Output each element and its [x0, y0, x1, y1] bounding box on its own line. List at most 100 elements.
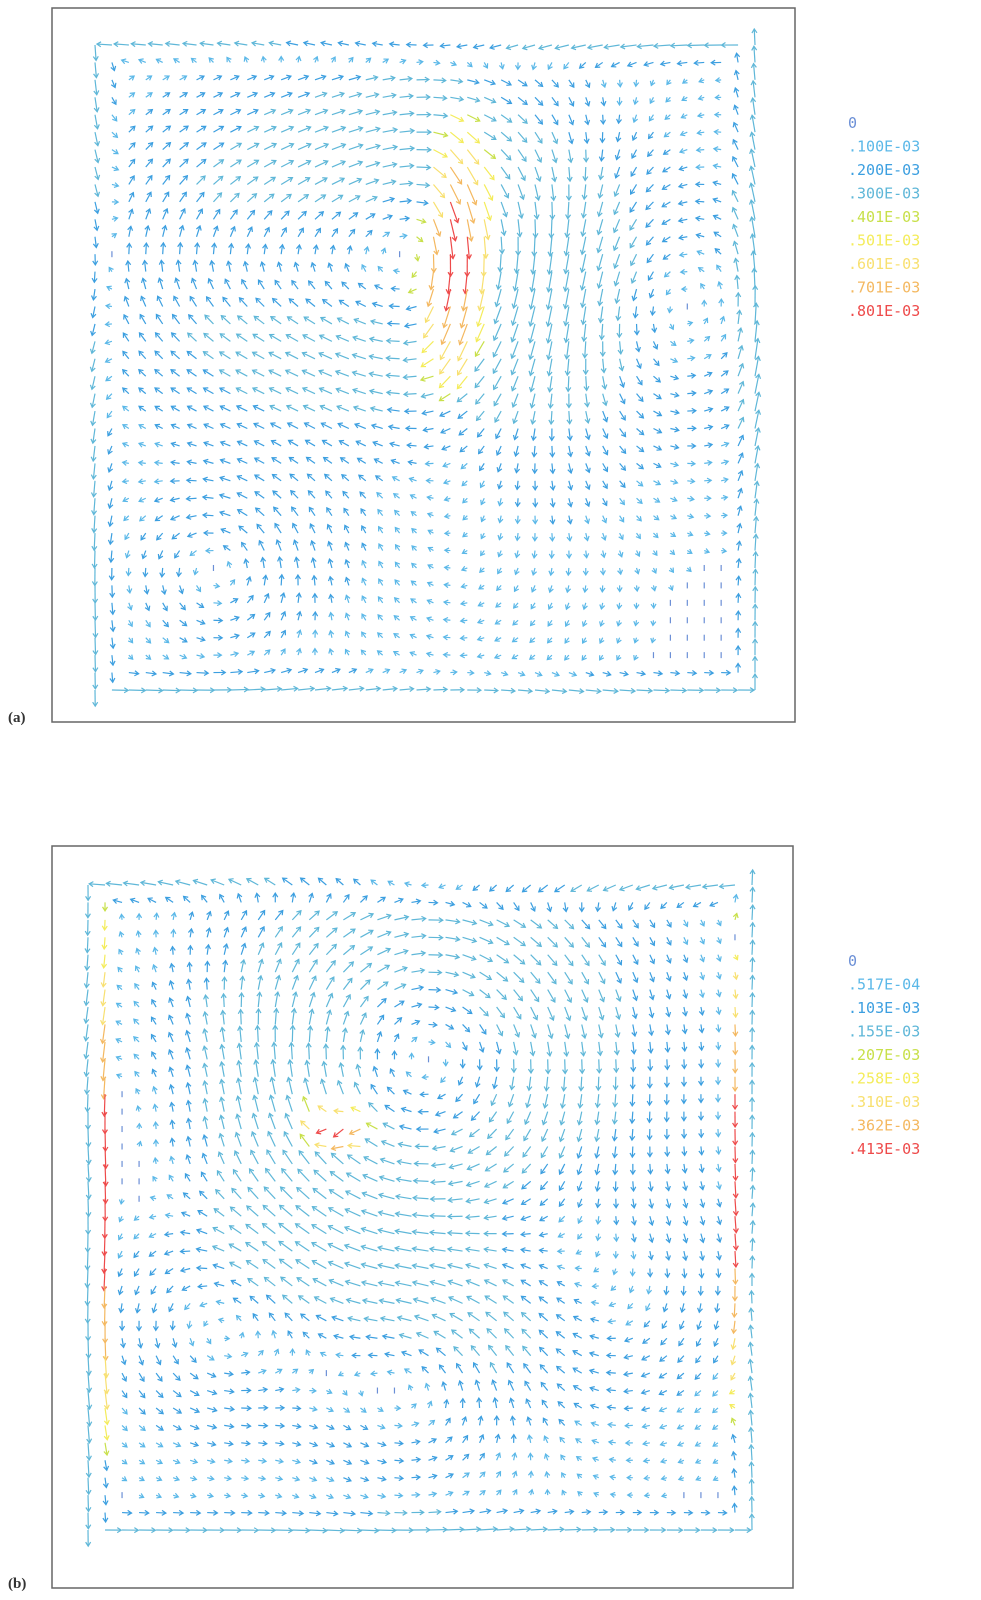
- vector: [360, 980, 369, 990]
- vector: [514, 972, 524, 982]
- vector-field: [90, 29, 760, 706]
- legend-label: .601E-03: [848, 255, 920, 273]
- legend-label: .310E-03: [848, 1093, 920, 1111]
- vector: [300, 1134, 309, 1146]
- vector: [755, 534, 756, 550]
- vector: [94, 551, 95, 568]
- vector: [654, 45, 670, 46]
- vector: [312, 1207, 326, 1217]
- vector: [484, 690, 498, 691]
- vector: [95, 45, 96, 60]
- panel-label: (a): [8, 710, 26, 726]
- vector: [292, 1530, 309, 1531]
- vector: [388, 323, 400, 324]
- vector: [296, 1224, 310, 1234]
- vector: [585, 167, 586, 180]
- vector: [688, 45, 705, 46]
- vector: [95, 620, 96, 637]
- vector: [296, 1242, 310, 1251]
- vector: [535, 219, 536, 237]
- legend-label: .258E-03: [848, 1070, 920, 1088]
- vector: [309, 1530, 326, 1531]
- vector: [250, 1169, 259, 1181]
- vector: [568, 202, 569, 219]
- vector: [282, 1169, 293, 1182]
- vector: [231, 1207, 242, 1216]
- vector: [232, 1188, 241, 1198]
- vector: [264, 1187, 275, 1199]
- vector: [497, 972, 508, 981]
- vector: [450, 150, 462, 164]
- vector: [87, 1269, 88, 1288]
- vector: [343, 946, 354, 955]
- vector: [88, 1478, 89, 1494]
- vector: [497, 1529, 514, 1530]
- vector: [467, 132, 479, 143]
- legend-label: .100E-03: [848, 138, 920, 156]
- legend-label: 0: [848, 114, 857, 132]
- vector: [87, 1077, 88, 1094]
- vector: [326, 944, 336, 954]
- vector: [257, 1026, 258, 1042]
- legend-label: .155E-03: [848, 1023, 920, 1041]
- vector: [88, 1199, 89, 1217]
- vector: [417, 167, 431, 168]
- legend-label: .207E-03: [848, 1046, 920, 1064]
- vector: [312, 1243, 326, 1251]
- vector: [263, 1224, 276, 1234]
- vector: [653, 690, 669, 691]
- vector: [279, 1241, 292, 1251]
- vector: [501, 237, 502, 254]
- vector: [263, 1205, 275, 1216]
- vector: [475, 376, 484, 387]
- panel-label: (b): [8, 1576, 26, 1592]
- vector: [94, 498, 95, 514]
- vector: [586, 376, 587, 390]
- vector: [754, 46, 755, 62]
- legend-label: .300E-03: [848, 185, 920, 203]
- vector: [433, 184, 444, 197]
- vector: [433, 689, 447, 690]
- vector: [246, 1224, 258, 1233]
- vector: [88, 1356, 89, 1375]
- vector: [620, 690, 635, 691]
- vector: [87, 1251, 88, 1270]
- vector: [247, 689, 264, 690]
- vector: [87, 1094, 88, 1111]
- vector: [329, 1190, 343, 1199]
- vector: [433, 167, 446, 177]
- vector: [291, 1043, 292, 1060]
- legend-label: .401E-03: [848, 208, 920, 226]
- vector: [458, 359, 468, 375]
- vector: [440, 376, 451, 387]
- vector: [313, 1188, 326, 1198]
- vector: [457, 376, 467, 388]
- figure: (a) (b) 0 .100E-03 .200E-03 .300E-03 .401E-0…: [0, 0, 981, 1600]
- vector: [450, 167, 461, 184]
- vector: [266, 1169, 276, 1182]
- legend-label: .517E-04: [848, 976, 920, 994]
- vector: [97, 44, 112, 45]
- vector: [296, 1206, 309, 1216]
- vector: [329, 1208, 344, 1216]
- legend-label: .200E-03: [848, 161, 920, 179]
- vector: [463, 1529, 481, 1530]
- vector: [88, 1338, 89, 1358]
- vector: [424, 324, 434, 338]
- legend-label: .701E-03: [848, 279, 920, 297]
- vector: [534, 237, 535, 256]
- vector: [280, 1205, 293, 1216]
- vector: [312, 1225, 326, 1234]
- vector: [88, 1146, 89, 1163]
- vector: [671, 45, 687, 46]
- vector: [552, 202, 553, 219]
- vector: [283, 1150, 292, 1164]
- vector: [450, 132, 463, 142]
- vector: [95, 638, 96, 655]
- vector: [514, 955, 525, 964]
- vector: [87, 1286, 88, 1305]
- vector: [94, 533, 95, 550]
- vector: [467, 184, 476, 204]
- vector: [670, 690, 686, 691]
- vector: [296, 1260, 309, 1269]
